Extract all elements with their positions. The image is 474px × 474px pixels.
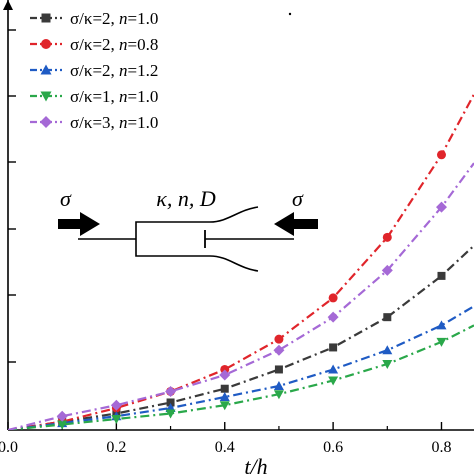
data-point — [437, 271, 446, 280]
data-point — [57, 420, 68, 430]
data-point — [40, 116, 52, 128]
schematic-diagram: κ, n, D σ σ — [58, 186, 318, 272]
data-point — [274, 334, 284, 344]
schematic-left-arrow-head — [80, 212, 100, 236]
schematic-box — [135, 221, 210, 257]
data-point — [383, 313, 392, 322]
data-point — [436, 320, 447, 330]
y-axis-arrow — [3, 0, 13, 10]
data-point — [40, 64, 52, 75]
data-point — [110, 399, 122, 411]
series-layer — [8, 93, 474, 430]
top-dot — [288, 12, 292, 16]
x-tick-label: 0.4 — [215, 439, 235, 456]
data-point — [219, 369, 231, 381]
schematic-flare-bottom — [209, 255, 259, 272]
series-line — [8, 324, 474, 430]
legend-label: σ/κ=2, n=1.0 — [70, 9, 158, 28]
data-point — [220, 384, 229, 393]
y-ticks — [8, 29, 16, 363]
x-tick-label: 0.8 — [431, 439, 451, 456]
data-point — [273, 380, 284, 390]
legend-label: σ/κ=1, n=1.0 — [70, 87, 158, 106]
schematic-sigma-right: σ — [292, 186, 304, 211]
schematic-right-arrow-shaft — [292, 219, 318, 229]
data-point — [166, 398, 175, 407]
data-point — [219, 401, 230, 411]
data-point — [382, 232, 392, 242]
data-point — [111, 414, 122, 424]
data-point — [327, 311, 339, 323]
data-point — [274, 365, 283, 374]
legend-label: σ/κ=2, n=1.2 — [70, 61, 158, 80]
x-ticks: 0.0 0.2 0.4 0.6 0.8 — [0, 422, 451, 456]
series-line — [8, 162, 474, 430]
x-axis-label: t/h — [244, 454, 267, 474]
schematic-right-arrow-head — [274, 212, 294, 236]
data-point — [165, 385, 177, 397]
data-point — [381, 264, 393, 276]
data-point — [328, 376, 339, 386]
series-line — [8, 93, 474, 430]
data-point — [41, 39, 51, 49]
data-point — [40, 91, 52, 102]
data-point — [165, 409, 176, 419]
legend-label: σ/κ=2, n=0.8 — [70, 35, 158, 54]
data-point — [382, 345, 393, 355]
schematic-params: κ, n, D — [156, 186, 216, 211]
legend: σ/κ=2, n=1.0 σ/κ=2, n=0.8 σ/κ=2, n=1.2 σ/κ=… — [30, 9, 158, 132]
data-point — [435, 201, 447, 213]
data-point — [436, 337, 447, 347]
x-tick-label: 0.0 — [0, 439, 18, 456]
x-tick-label: 0.6 — [323, 439, 343, 456]
series-line — [8, 305, 474, 430]
data-point — [56, 410, 68, 422]
data-point — [436, 150, 446, 160]
data-point — [382, 359, 393, 369]
schematic-left-arrow-shaft — [58, 219, 82, 229]
legend-label: σ/κ=3, n=1.0 — [70, 113, 158, 132]
series-line — [8, 244, 474, 430]
data-point — [328, 293, 338, 303]
data-point — [41, 13, 51, 23]
data-point — [329, 343, 338, 352]
data-point — [328, 364, 339, 374]
data-point — [219, 391, 230, 401]
schematic-sigma-left: σ — [60, 186, 72, 211]
data-point — [273, 344, 285, 356]
data-point — [220, 364, 230, 374]
data-point — [273, 390, 284, 400]
x-tick-label: 0.2 — [106, 439, 126, 456]
schematic-flare-top — [209, 206, 259, 223]
